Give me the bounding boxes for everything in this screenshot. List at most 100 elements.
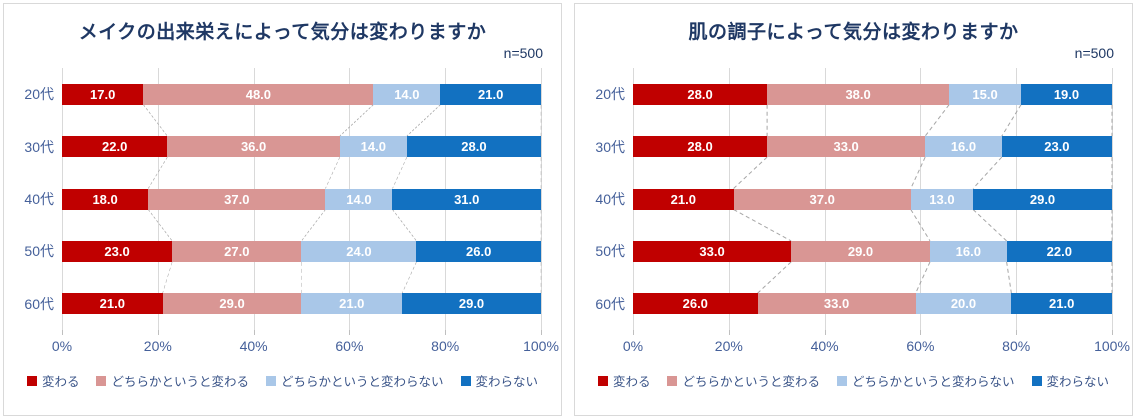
bar-segment: 29.0 [162, 293, 302, 315]
connector-line [301, 209, 326, 242]
value-label: 28.0 [461, 139, 487, 155]
category-label: 20代 [24, 86, 54, 103]
legend-swatch [1031, 375, 1042, 386]
x-tick-label: 80% [1002, 338, 1031, 354]
axis-tick [253, 330, 255, 335]
value-label: 21.0 [99, 296, 125, 312]
legend-item: 変わらない [1031, 371, 1110, 390]
bar-segment: 24.0 [301, 240, 417, 262]
plot-area: 17.0 48.0 14.0 21.0 22.0 36.0 14.0 28.0 18.0 37.0… [24, 68, 542, 330]
legend-label: どちらかというと変わる [111, 375, 249, 389]
x-tick-label: 80% [431, 338, 460, 354]
category-label: 30代 [24, 138, 54, 155]
bar-segment: 28.0 [633, 136, 768, 158]
axis-tick [349, 330, 351, 335]
bar-row: 21.0 29.0 21.0 29.0 [62, 293, 541, 315]
value-label: 15.0 [972, 86, 998, 102]
bar-segment: 27.0 [172, 240, 302, 262]
legend-item: 変わる [597, 371, 650, 390]
bar-row: 17.0 48.0 14.0 21.0 [62, 83, 541, 105]
category-label: 50代 [595, 243, 625, 260]
connector-line [339, 104, 374, 137]
value-label: 22.0 [102, 139, 128, 155]
bar-segment: 18.0 [62, 188, 149, 210]
connector-line [972, 209, 1007, 242]
value-label: 14.0 [360, 139, 386, 155]
value-label: 37.0 [224, 191, 250, 207]
value-label: 33.0 [699, 243, 725, 259]
bar-segment: 31.0 [392, 188, 541, 210]
value-label: 33.0 [833, 139, 859, 155]
axis-tick [157, 330, 159, 335]
legend-swatch [460, 375, 471, 386]
value-label: 21.0 [670, 191, 696, 207]
connector-line [406, 104, 441, 137]
connector-line [757, 261, 792, 294]
legend-item: どちらかというと変わる [667, 371, 820, 390]
legend-label: どちらかというと変わらない [281, 375, 444, 389]
bar-rows: 17.0 48.0 14.0 21.0 22.0 36.0 14.0 28.0 18.0 37.0… [62, 68, 541, 330]
bar-segment: 21.0 [633, 188, 734, 210]
chart-panel: 肌の調子によって気分は変わりますか n=500 28.0 38.0 15.0 19.0… [574, 3, 1133, 416]
bar-row: 18.0 37.0 14.0 31.0 [62, 188, 541, 210]
category-label: 30代 [595, 138, 625, 155]
chart-title: 肌の調子によって気分は変わりますか [688, 22, 1019, 43]
legend: 変わる どちらかというと変わる どちらかというと変わらない 変わらない [593, 371, 1114, 390]
sample-size-label: n=500 [503, 45, 543, 61]
legend-swatch [597, 375, 608, 386]
bar-segment: 33.0 [767, 136, 926, 158]
axis-tick [445, 330, 447, 335]
x-tick-label: 40% [810, 338, 839, 354]
bar-row: 28.0 38.0 15.0 19.0 [633, 83, 1112, 105]
value-label: 14.0 [394, 86, 420, 102]
bar-segment: 15.0 [949, 83, 1021, 105]
x-tick-label: 100% [1094, 338, 1130, 354]
axis-tick [824, 330, 826, 335]
legend-label: 変わらない [1046, 375, 1110, 389]
value-label: 26.0 [682, 296, 708, 312]
value-label: 21.0 [478, 86, 504, 102]
axis-tick [1112, 330, 1113, 335]
x-tick-label: 60% [335, 338, 364, 354]
bar-segment: 13.0 [910, 188, 974, 210]
value-label: 33.0 [823, 296, 850, 312]
value-label: 21.0 [339, 296, 365, 312]
value-label: 24.0 [346, 243, 372, 259]
value-label: 23.0 [104, 243, 130, 259]
connector-line [1006, 261, 1012, 294]
legend-swatch [266, 375, 276, 386]
connector-line [733, 209, 792, 242]
category-label: 40代 [595, 191, 625, 207]
connector-line [910, 156, 926, 189]
legend-item: どちらかというと変わらない [837, 371, 1015, 390]
axis-tick [728, 330, 730, 335]
bar-segment: 21.0 [62, 293, 163, 315]
value-label: 29.0 [219, 296, 245, 312]
value-label: 31.0 [454, 191, 480, 207]
category-label: 40代 [24, 191, 54, 207]
connector-line [162, 261, 173, 294]
bar-row: 26.0 33.0 20.0 21.0 [633, 293, 1112, 315]
bar-segment: 28.0 [406, 136, 541, 158]
bar-segment: 26.0 [416, 240, 541, 262]
bar-segment: 37.0 [148, 188, 326, 210]
value-label: 22.0 [1046, 243, 1072, 259]
value-label: 23.0 [1044, 139, 1070, 155]
bar-segment: 33.0 [757, 293, 916, 315]
x-axis: 0% 20% 40% 60% 80% 100% [52, 330, 559, 362]
bar-row: 22.0 36.0 14.0 28.0 [62, 136, 541, 158]
connector-line [392, 156, 408, 189]
legend-label: どちらかというと変わる [682, 375, 820, 389]
x-tick-label: 0% [51, 338, 73, 354]
axis-tick [633, 330, 634, 335]
bar-segment: 29.0 [791, 240, 930, 262]
value-label: 28.0 [687, 139, 713, 155]
value-label: 48.0 [245, 86, 272, 102]
bar-segment: 23.0 [1001, 136, 1112, 158]
legend-swatch [667, 375, 678, 386]
gridline [541, 68, 542, 330]
legend-swatch [96, 375, 107, 386]
bar-rows: 28.0 38.0 15.0 19.0 28.0 33.0 16.0 23.0 21.0 37.0… [633, 68, 1112, 330]
value-label: 28.0 [687, 86, 713, 102]
value-label: 38.0 [845, 86, 871, 102]
